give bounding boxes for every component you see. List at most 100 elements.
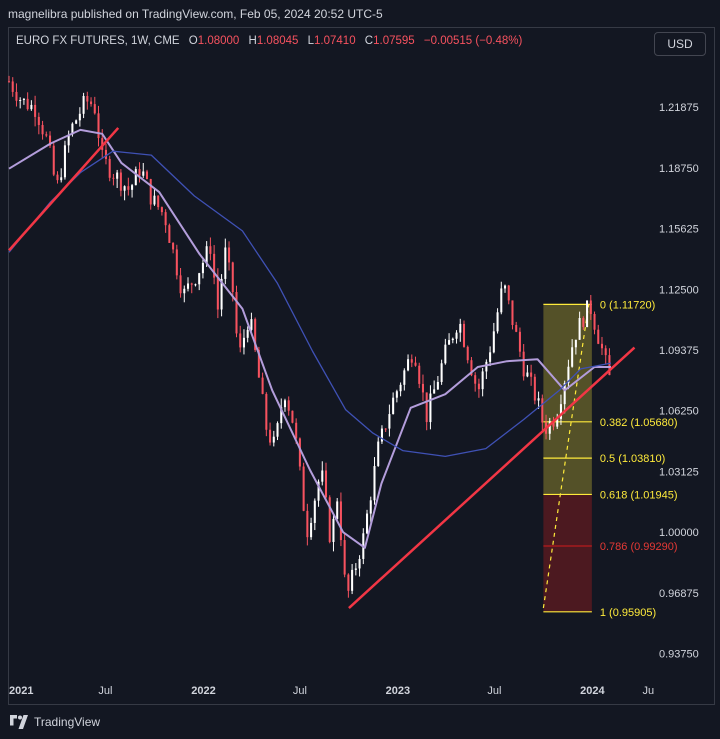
change-value: −0.00515 (−0.48%) — [423, 35, 523, 47]
fib-level-label: 0.382 (1.05680) — [600, 417, 678, 429]
candle-body — [317, 481, 320, 501]
candle-body — [518, 331, 521, 352]
candle-body — [213, 253, 216, 278]
candle-body — [78, 113, 81, 121]
candle-body — [582, 318, 585, 328]
candle-body — [336, 501, 339, 519]
candle-body — [481, 371, 484, 390]
candle-body — [90, 101, 93, 105]
candle-body — [321, 470, 324, 482]
moving-average-line — [8, 150, 612, 458]
candle-body — [172, 242, 175, 250]
candle-body — [604, 348, 607, 356]
candle-body — [276, 423, 279, 437]
candle-body — [254, 319, 257, 350]
candle-body — [246, 329, 249, 338]
candle-body — [503, 285, 507, 289]
tradingview-logo-icon[interactable] — [8, 715, 30, 729]
candle-body — [403, 370, 406, 385]
candle-body — [511, 300, 514, 326]
y-axis-tick-label: 1.06250 — [659, 406, 699, 418]
candle-body — [563, 382, 566, 405]
candle-body — [71, 123, 74, 135]
candle-body — [63, 145, 66, 178]
fib-band — [543, 304, 592, 422]
candle-body — [608, 355, 611, 376]
candle-body — [287, 400, 290, 411]
candle-body — [250, 319, 253, 330]
trendlines — [8, 127, 636, 609]
candle-body — [216, 277, 219, 310]
candle-body — [351, 569, 354, 591]
chart-frame — [8, 27, 715, 705]
candle-body — [194, 284, 197, 286]
candle-body — [530, 372, 533, 377]
close-value: 1.07595 — [373, 35, 415, 47]
candle-body — [201, 262, 204, 274]
candle-body — [280, 407, 283, 424]
candle-body — [11, 81, 14, 92]
candle-body — [168, 225, 171, 243]
footer-brand[interactable]: TradingView — [34, 715, 101, 729]
candle-body — [433, 389, 436, 394]
candle-body — [474, 375, 477, 384]
candle-body — [586, 300, 589, 328]
candle-body — [339, 501, 342, 541]
candle-body — [265, 393, 268, 430]
candle-body — [500, 288, 503, 313]
candle-body — [377, 441, 380, 467]
x-axis-tick-label: 2024 — [580, 685, 605, 697]
candle-body — [269, 429, 272, 443]
candle-body — [60, 177, 63, 181]
y-axis-tick-label: 1.15625 — [659, 224, 699, 236]
candle-body — [533, 376, 536, 401]
candle-body — [414, 362, 417, 366]
candle-body — [112, 177, 115, 179]
candle-body — [291, 410, 294, 423]
candle-body — [496, 312, 499, 332]
candle-body — [239, 333, 242, 348]
candle-body — [373, 466, 376, 501]
candle-body — [440, 363, 443, 382]
candle-body — [179, 275, 182, 294]
candle-body — [153, 195, 156, 205]
candle-body — [220, 278, 223, 310]
candle-body — [56, 174, 59, 181]
y-axis-tick-label: 1.09375 — [659, 345, 699, 357]
candle-body — [537, 398, 540, 401]
candle-body — [507, 285, 510, 301]
high-value: 1.08045 — [256, 35, 299, 47]
candle-body — [462, 323, 466, 347]
candle-body — [515, 325, 518, 332]
candle-body — [119, 172, 122, 191]
candle-body — [470, 360, 473, 376]
fib-level-label: 0.618 (1.01945) — [600, 489, 678, 501]
candle-body — [384, 428, 387, 430]
candle-body — [283, 400, 287, 408]
candle-body — [358, 558, 361, 569]
candle-body — [541, 398, 544, 423]
candle-body — [127, 186, 130, 190]
x-axis-tick-label: Ju — [643, 685, 655, 697]
candle-body — [160, 207, 163, 213]
candle-body — [492, 331, 495, 353]
trendline — [8, 127, 120, 252]
candle-body — [343, 540, 346, 575]
candle-body — [93, 104, 96, 114]
fib-level-label: 0.786 (0.99290) — [600, 541, 678, 553]
candle-body — [183, 288, 186, 294]
moving-average-line — [8, 128, 611, 549]
x-axis-tick-label: 2023 — [386, 685, 410, 697]
publish-line: magnelibra published on TradingView.com,… — [8, 7, 383, 21]
candle-body — [145, 171, 149, 180]
candle-body — [235, 292, 238, 334]
candle-body — [298, 438, 301, 467]
symbol-legend: EURO FX FUTURES, 1W, CME O1.08000 H1.080… — [16, 35, 528, 47]
currency-button[interactable]: USD — [654, 32, 706, 56]
candle-body — [45, 134, 48, 136]
y-axis-tick-label: 1.03125 — [659, 466, 699, 478]
fib-band — [543, 546, 592, 612]
candle-body — [600, 343, 604, 349]
candle-body — [48, 135, 52, 146]
